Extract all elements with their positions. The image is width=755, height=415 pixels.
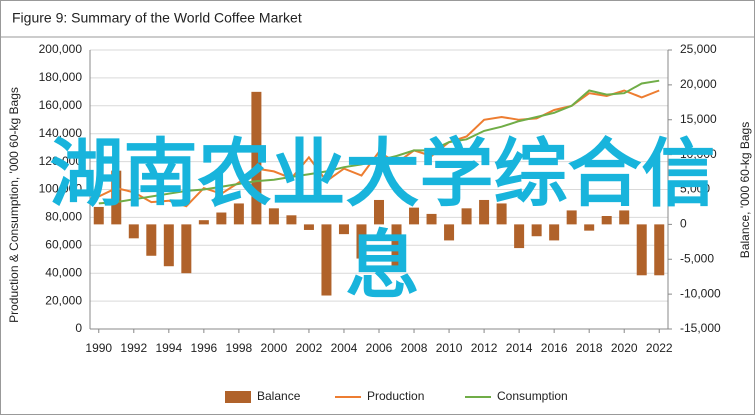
bar bbox=[444, 224, 455, 241]
bar bbox=[93, 206, 104, 225]
x-tick-label: 1990 bbox=[85, 341, 112, 355]
y-tick-label: 80,000 bbox=[45, 210, 82, 224]
x-tick-label: 2018 bbox=[576, 341, 603, 355]
bar bbox=[566, 210, 577, 225]
bar bbox=[461, 208, 472, 225]
x-tick-label: 2012 bbox=[471, 341, 498, 355]
y2-tick-label: 25,000 bbox=[680, 42, 717, 56]
y2-tick-label: 10,000 bbox=[680, 147, 717, 161]
y-tick-label: 40,000 bbox=[45, 265, 82, 279]
x-tick-label: 2022 bbox=[646, 341, 673, 355]
x-tick-label: 2010 bbox=[436, 341, 463, 355]
bar bbox=[479, 199, 490, 225]
line bbox=[98, 79, 660, 205]
y2-tick-label: -10,000 bbox=[680, 286, 721, 300]
y2-tick-label: -5,000 bbox=[680, 251, 714, 265]
bar bbox=[356, 224, 367, 259]
legend-label: Balance bbox=[257, 389, 301, 403]
bar bbox=[374, 199, 384, 225]
x-tick-label: 2004 bbox=[331, 341, 358, 355]
bar bbox=[146, 224, 157, 256]
x-tick-label: 1994 bbox=[155, 341, 182, 355]
y-tick-label: 100,000 bbox=[39, 182, 83, 196]
bar bbox=[549, 224, 560, 241]
bar bbox=[268, 208, 279, 225]
legend-swatch bbox=[225, 391, 251, 403]
y2-axis-title: Balance, '000 60-kg Bags bbox=[738, 122, 752, 258]
bar bbox=[601, 216, 612, 225]
y-tick-label: 60,000 bbox=[45, 237, 82, 251]
x-tick-label: 1996 bbox=[190, 341, 217, 355]
x-tick-label: 2014 bbox=[506, 341, 533, 355]
bar bbox=[198, 220, 209, 225]
bar bbox=[391, 224, 402, 269]
bar bbox=[426, 213, 437, 225]
chart-title: Figure 9: Summary of the World Coffee Ma… bbox=[12, 10, 302, 26]
bar bbox=[636, 224, 647, 276]
x-tick-label: 2006 bbox=[366, 341, 393, 355]
legend-label: Consumption bbox=[497, 389, 568, 403]
bar bbox=[531, 224, 542, 237]
overlay-text: 湖南农业大学综合信息 bbox=[49, 131, 716, 309]
bar bbox=[584, 224, 595, 231]
y-tick-label: 160,000 bbox=[39, 98, 83, 112]
y-tick-label: 0 bbox=[75, 321, 82, 335]
bar bbox=[181, 224, 192, 274]
bar bbox=[128, 224, 139, 239]
y-tick-label: 120,000 bbox=[39, 154, 83, 168]
x-tick-label: 2008 bbox=[401, 341, 428, 355]
bar bbox=[654, 224, 665, 276]
x-tick-label: 1992 bbox=[120, 341, 147, 355]
y-axis-title: Production & Consumption, '000 60-kg Bag… bbox=[7, 87, 21, 323]
y2-tick-label: -15,000 bbox=[680, 321, 721, 335]
x-tick-label: 2002 bbox=[296, 341, 323, 355]
bar bbox=[233, 203, 244, 225]
legend-label: Production bbox=[367, 389, 424, 403]
bar bbox=[338, 224, 349, 235]
bar bbox=[163, 224, 174, 267]
bar bbox=[496, 203, 507, 225]
y-tick-label: 200,000 bbox=[39, 42, 83, 56]
y-tick-label: 140,000 bbox=[39, 126, 83, 140]
x-tick-label: 2000 bbox=[261, 341, 288, 355]
x-tick-label: 2020 bbox=[611, 341, 638, 355]
x-tick-label: 2016 bbox=[541, 341, 568, 355]
y-tick-label: 180,000 bbox=[39, 70, 83, 84]
y2-tick-label: 20,000 bbox=[680, 77, 717, 91]
bar bbox=[251, 91, 262, 225]
y-tick-label: 20,000 bbox=[45, 293, 82, 307]
bar bbox=[303, 224, 314, 230]
bar bbox=[321, 224, 332, 296]
bar bbox=[409, 207, 420, 225]
bar bbox=[514, 224, 525, 249]
y2-tick-label: 0 bbox=[680, 217, 687, 231]
bar bbox=[286, 215, 297, 225]
y2-tick-label: 15,000 bbox=[680, 112, 717, 126]
bar bbox=[619, 210, 630, 225]
y2-tick-label: 5,000 bbox=[680, 182, 710, 196]
x-tick-label: 1998 bbox=[226, 341, 253, 355]
bar bbox=[111, 170, 122, 225]
bar bbox=[216, 212, 227, 225]
